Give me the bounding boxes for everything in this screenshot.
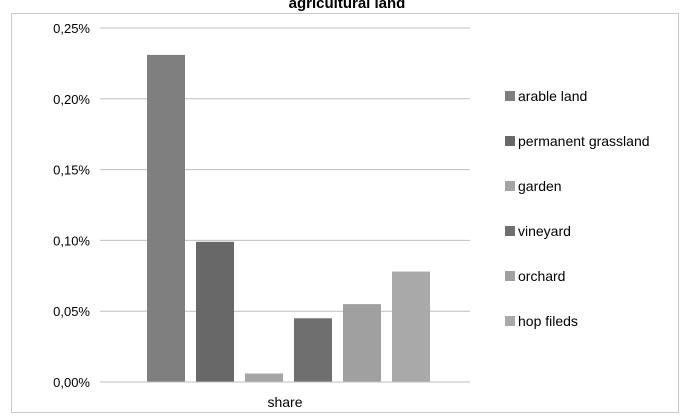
bar-permanent-grassland [196, 241, 234, 382]
legend-swatch [505, 226, 515, 236]
bar-orchard [343, 304, 381, 382]
chart-title: agricultural land [289, 0, 406, 12]
y-tick-label: 0,10% [53, 233, 90, 248]
legend-label: hop fileds [518, 313, 578, 329]
x-axis-category-label: share [267, 394, 302, 410]
y-axis-ticks: 0,00% 0,05% 0,10% 0,15% 0,20% 0,25% [53, 21, 90, 390]
legend-swatch [505, 271, 515, 281]
legend-swatch [505, 316, 515, 326]
y-tick-label: 0,25% [53, 21, 90, 36]
bar-arable-land [147, 54, 185, 383]
legend-label: permanent grassland [518, 133, 650, 149]
chart-frame [11, 13, 679, 413]
y-tick-label: 0,15% [53, 163, 90, 178]
y-tick-label: 0,20% [53, 92, 90, 107]
legend: arable land permanent grassland garden vine… [505, 88, 650, 329]
bar-hop-fileds [392, 271, 430, 382]
y-tick-label: 0,05% [53, 304, 90, 319]
y-tick-label: 0,00% [53, 375, 90, 390]
legend-swatch [505, 136, 515, 146]
bar-vineyard [294, 318, 332, 382]
bar-garden [245, 373, 283, 382]
legend-swatch [505, 181, 515, 191]
legend-swatch [505, 91, 515, 101]
legend-label: vineyard [518, 223, 571, 239]
legend-label: arable land [518, 88, 587, 104]
legend-label: orchard [518, 268, 565, 284]
bars [147, 54, 430, 383]
legend-label: garden [518, 178, 562, 194]
